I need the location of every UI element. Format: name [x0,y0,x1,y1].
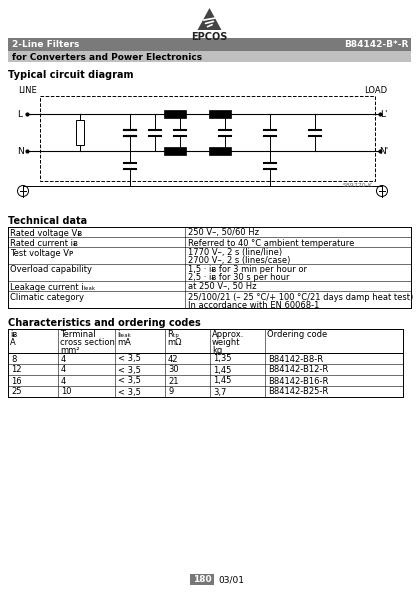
Text: 2,5 · iᴃ for 30 s per hour: 2,5 · iᴃ for 30 s per hour [188,274,290,283]
Text: weight: weight [212,338,241,347]
Text: 1770 V–, 2 s (line/line): 1770 V–, 2 s (line/line) [188,249,282,258]
Text: B84142-B12-R: B84142-B12-R [268,365,328,374]
Text: Typical circuit diagram: Typical circuit diagram [8,70,134,80]
Text: at 250 V–, 50 Hz: at 250 V–, 50 Hz [188,283,256,292]
Text: B84142-B*-R: B84142-B*-R [344,40,408,49]
Text: In accordance with EN 60068-1: In accordance with EN 60068-1 [188,300,319,309]
Text: 1,45: 1,45 [213,377,231,386]
Text: LOAD: LOAD [364,86,387,95]
Text: 4: 4 [61,377,66,386]
Text: 16: 16 [11,377,22,386]
Text: Approx.: Approx. [212,330,244,339]
Text: 30: 30 [168,365,178,374]
Bar [164,147,186,155]
Text: Overload capability: Overload capability [10,265,92,274]
Text: 4: 4 [61,355,66,364]
Text: 8: 8 [11,355,16,364]
Text: 25: 25 [11,387,21,396]
Text: N': N' [379,147,388,156]
Text: 21: 21 [168,377,178,386]
Text: Rated voltage Vᴃ: Rated voltage Vᴃ [10,228,82,237]
Text: L: L [17,110,22,119]
Text: < 3,5: < 3,5 [118,365,141,374]
Text: B84142-B25-R: B84142-B25-R [268,387,328,396]
Bar [76,120,84,145]
Text: Ordering code: Ordering code [267,330,327,339]
Text: Climatic category: Climatic category [10,293,84,302]
Text: for Converters and Power Electronics: for Converters and Power Electronics [12,53,202,62]
Text: 2700 V–, 2 s (lines/case): 2700 V–, 2 s (lines/case) [188,256,290,265]
Text: 42: 42 [168,355,178,364]
Text: 10: 10 [61,387,72,396]
Text: mΩ: mΩ [167,338,181,347]
Bar [8,51,411,62]
Text: Rₜₚ: Rₜₚ [167,330,179,339]
Text: S89770-K: S89770-K [343,183,373,188]
Text: 1,5 · iᴃ for 3 min per hour or: 1,5 · iᴃ for 3 min per hour or [188,265,307,274]
Text: < 3,5: < 3,5 [118,387,141,396]
Text: cross section: cross section [60,338,115,347]
Text: mA: mA [117,338,131,347]
Text: 4: 4 [61,365,66,374]
Text: Technical data: Technical data [8,216,87,226]
Bar [209,147,231,155]
Text: mm²: mm² [60,346,80,355]
Text: 12: 12 [11,365,21,374]
Text: N: N [17,147,24,156]
Text: Terminal: Terminal [60,330,96,339]
Text: iₗₑₐₖ: iₗₑₐₖ [117,330,131,339]
Text: 1,35: 1,35 [213,355,232,364]
Text: 3,7: 3,7 [213,387,226,396]
Text: Test voltage Vᴘ: Test voltage Vᴘ [10,249,73,258]
Text: 9: 9 [168,387,173,396]
Text: LINE: LINE [18,86,37,95]
Text: Referred to 40 °C ambient temperature: Referred to 40 °C ambient temperature [188,239,354,248]
Text: iᴃ: iᴃ [10,330,17,339]
Text: kg: kg [212,346,222,355]
Bar [209,110,231,118]
Text: < 3,5: < 3,5 [118,355,141,364]
Text: B84142-B8-R: B84142-B8-R [268,355,323,364]
Text: B84142-B16-R: B84142-B16-R [268,377,328,386]
Text: 2-Line Filters: 2-Line Filters [12,40,79,49]
Bar [40,96,375,181]
Text: Characteristics and ordering codes: Characteristics and ordering codes [8,318,201,328]
Text: L': L' [380,110,388,119]
Bar [8,38,411,51]
Polygon shape [197,8,222,30]
Text: 250 V–, 50/60 Hz: 250 V–, 50/60 Hz [188,228,259,237]
Text: 25/100/21 (– 25 °C/+ 100 °C/21 days damp heat test): 25/100/21 (– 25 °C/+ 100 °C/21 days damp… [188,293,413,302]
Text: Rated current iᴃ: Rated current iᴃ [10,239,78,248]
Text: Leakage current iₗₑₐₖ: Leakage current iₗₑₐₖ [10,283,96,292]
Bar [164,110,186,118]
Text: 1,45: 1,45 [213,365,231,374]
Text: < 3,5: < 3,5 [118,377,141,386]
Text: EPCOS: EPCOS [191,32,228,42]
Text: A: A [10,338,16,347]
Text: 180: 180 [193,575,211,584]
Bar [190,574,214,585]
Text: 03/01: 03/01 [218,575,244,584]
